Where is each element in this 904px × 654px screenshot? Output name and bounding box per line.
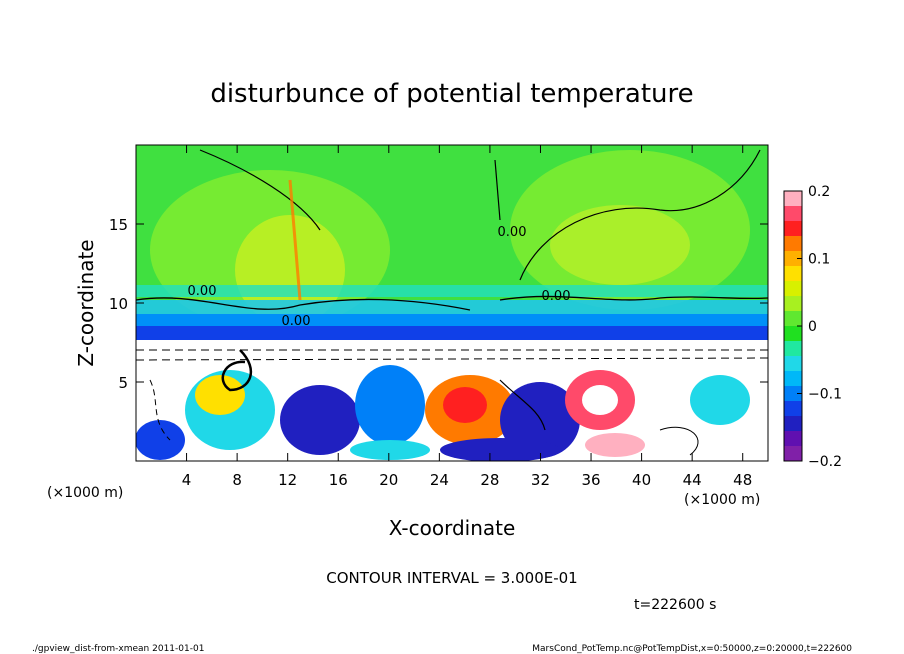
x-tick-label: 8 (232, 471, 242, 489)
colorbar-tick-label: −0.2 (808, 454, 842, 470)
time-label: t=222600 s (634, 597, 716, 613)
y-tick-label: 10 (109, 295, 128, 313)
x-tick-label: 24 (430, 471, 449, 489)
x-tick-label: 44 (683, 471, 702, 489)
y-tick-label: 5 (118, 374, 128, 392)
colorbar-segment (784, 326, 802, 342)
x-tick-label: 28 (480, 471, 499, 489)
footer-right: MarsCond_PotTemp.nc@PotTempDist,x=0:5000… (532, 644, 852, 654)
x-tick-label: 48 (733, 471, 752, 489)
x-tick-label: 40 (632, 471, 651, 489)
colorbar-segment (784, 416, 802, 432)
contour-label: 0.00 (282, 314, 311, 329)
colorbar-segment (784, 296, 802, 312)
colorbar-segment (784, 431, 802, 447)
x-tick-label: 32 (531, 471, 550, 489)
colorbar-segment (784, 311, 802, 327)
colorbar-segment (784, 446, 802, 462)
x-tick-label: 20 (379, 471, 398, 489)
colorbar-segment (784, 191, 802, 207)
colorbar-segment (784, 371, 802, 387)
x-tick-label: 12 (278, 471, 297, 489)
colorbar: 0.2 0.1 0 −0.1 −0.2 (783, 184, 842, 470)
colorbar-segment (784, 401, 802, 417)
x-tick-label: 16 (329, 471, 348, 489)
chart-title: disturbunce of potential temperature (210, 79, 693, 109)
colorbar-segment (784, 221, 802, 237)
colorbar-tick-label: 0 (808, 319, 817, 335)
x-tick-label: 36 (581, 471, 600, 489)
colorbar-tick-label: 0.2 (808, 184, 830, 200)
footer-left: ./gpview_dist-from-xmean 2011-01-01 (32, 644, 204, 654)
colorbar-tick-label: 0.1 (808, 252, 830, 268)
y-tick-label: 15 (109, 216, 128, 234)
x-unit-left: (×1000 m) (47, 485, 123, 501)
colorbar-segment (784, 266, 802, 282)
x-unit-right: (×1000 m) (684, 492, 760, 508)
contour-interval: CONTOUR INTERVAL = 3.000E-01 (326, 569, 577, 587)
y-axis-title: Z-coordinate (74, 239, 98, 366)
colorbar-segment (784, 386, 802, 402)
x-tick-label: 4 (182, 471, 192, 489)
x-axis: 4 8 12 16 20 24 28 32 36 40 44 48 (182, 145, 752, 489)
contour-label: 0.00 (188, 284, 217, 299)
x-axis-title: X-coordinate (389, 516, 516, 540)
y-axis: 5 10 15 (109, 216, 768, 392)
contour-labels: 0.00 0.00 0.00 0.00 (188, 225, 571, 329)
shaded-field (136, 145, 768, 461)
colorbar-segment (784, 206, 802, 222)
colorbar-segment (784, 341, 802, 357)
colorbar-segment (784, 281, 802, 297)
contour-label: 0.00 (498, 225, 527, 240)
colorbar-segment (784, 251, 802, 267)
colorbar-tick-label: −0.1 (808, 387, 842, 403)
colorbar-segment (784, 236, 802, 252)
contour-label: 0.00 (542, 289, 571, 304)
colorbar-segment (784, 356, 802, 372)
